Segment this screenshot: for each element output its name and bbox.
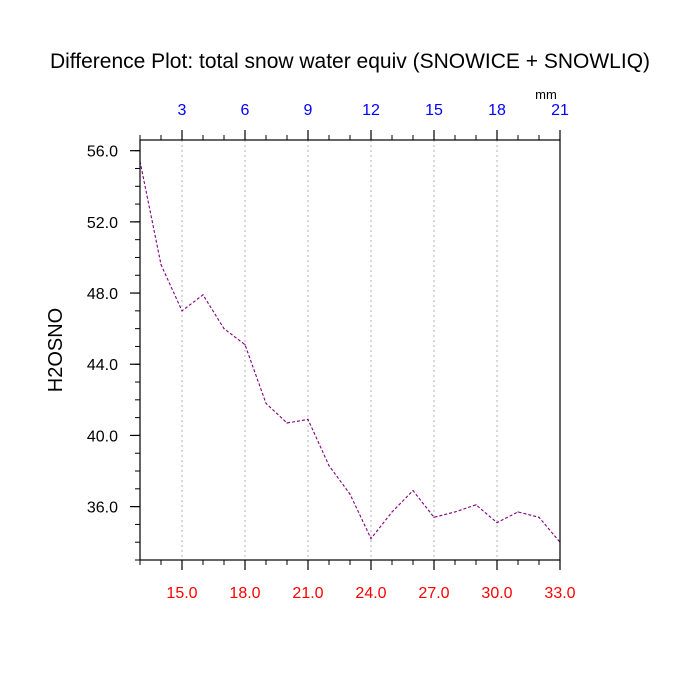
x-tick-label-top: 12: [362, 102, 380, 119]
x-tick-label-bottom: 21.0: [292, 585, 323, 602]
y-tick-label: 44.0: [87, 357, 118, 374]
x-tick-label-top: 15: [425, 102, 443, 119]
x-tick-label-top: 3: [178, 102, 187, 119]
minor-ticks: [135, 135, 561, 565]
data-point: [286, 422, 288, 424]
data-point: [160, 263, 162, 266]
y-tick-label: 36.0: [87, 500, 118, 517]
y-axis-label: H2OSNO: [45, 308, 67, 392]
y-tick-label: 48.0: [87, 286, 118, 303]
data-point: [181, 310, 183, 312]
grid-lines: [181, 140, 498, 560]
data-point: [391, 511, 393, 513]
x-tick-label-top: 21: [551, 102, 569, 119]
top-axis-unit-label: mm: [535, 87, 557, 102]
y-tick-label: 40.0: [87, 428, 118, 445]
data-point: [433, 516, 435, 518]
y-tick-label: 56.0: [87, 144, 118, 161]
x-tick-label-bottom: 24.0: [355, 585, 386, 602]
major-ticks: [130, 130, 561, 570]
x-tick-label-top: 9: [304, 102, 313, 119]
data-point: [475, 504, 477, 506]
data-point: [328, 465, 330, 467]
data-point: [496, 522, 498, 524]
data-point: [454, 511, 456, 513]
data-point: [307, 418, 309, 421]
data-point: [412, 489, 414, 492]
x-tick-label-bottom: 30.0: [481, 585, 512, 602]
data-point: [223, 328, 225, 330]
data-point: [244, 344, 246, 346]
data-point: [265, 402, 267, 404]
data-point: [517, 511, 519, 513]
x-tick-label-bottom: 27.0: [418, 585, 449, 602]
x-tick-label-top: 6: [241, 102, 250, 119]
plot-frame: [139, 139, 561, 561]
x-tick-label-bottom: 15.0: [166, 585, 197, 602]
data-point: [349, 493, 351, 495]
data-point: [202, 294, 204, 296]
x-tick-label-bottom: 18.0: [229, 585, 260, 602]
chart-title: Difference Plot: total snow water equiv …: [50, 50, 650, 73]
x-tick-label-bottom: 33.0: [544, 585, 575, 602]
y-tick-label: 52.0: [87, 215, 118, 232]
tick-labels: 15.0 18.0 21.0 24.0 27.0 30.0 33.0 3 6 9 12 15 18 21 3…: [87, 102, 576, 602]
data-point: [538, 516, 540, 518]
x-tick-label-top: 18: [488, 102, 506, 119]
data-point: [370, 538, 372, 540]
